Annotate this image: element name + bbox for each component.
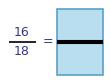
Text: 16: 16: [14, 26, 30, 39]
Text: 18: 18: [14, 45, 30, 58]
Text: =: =: [43, 36, 53, 48]
Bar: [57, 42, 103, 75]
Bar: [57, 9, 103, 42]
